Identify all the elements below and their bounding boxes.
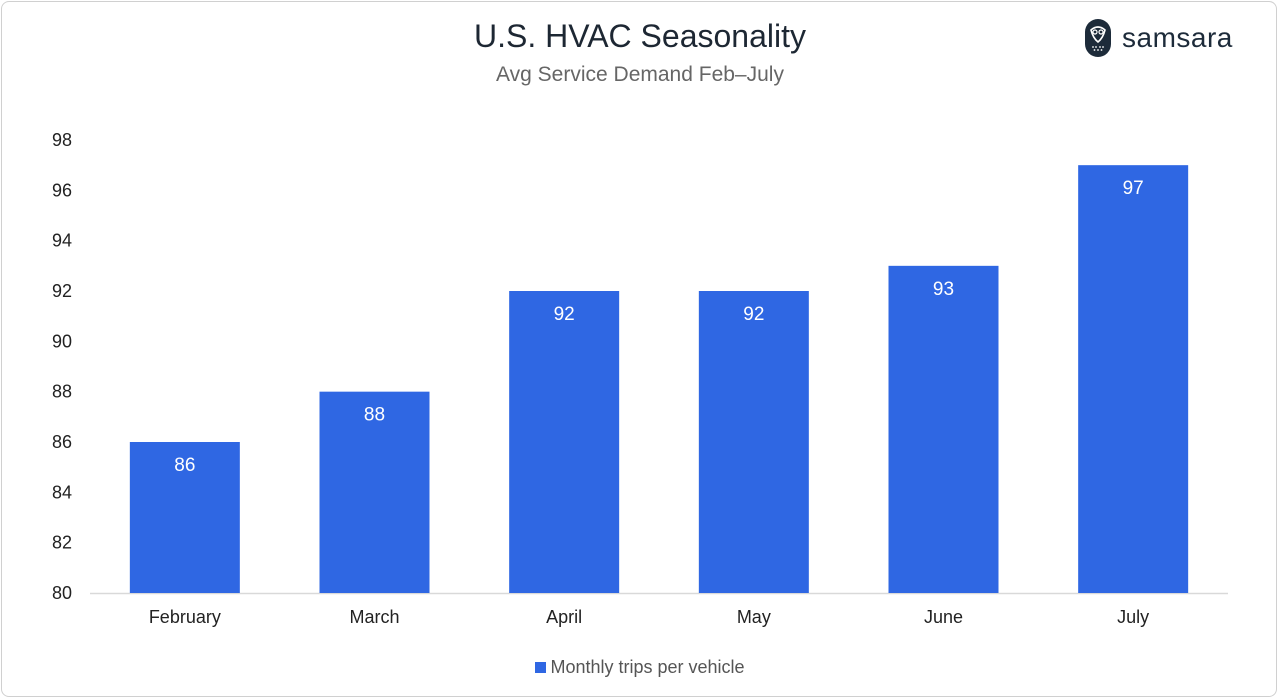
y-tick-label: 86 [52, 432, 72, 452]
legend-swatch [535, 662, 547, 673]
x-tick-label: July [1117, 607, 1149, 627]
y-tick-label: 88 [52, 382, 72, 402]
y-tick-label: 98 [52, 130, 72, 150]
data-label: 92 [554, 304, 575, 325]
data-label: 93 [933, 279, 954, 300]
x-tick-label: June [924, 607, 963, 627]
data-label: 97 [1123, 178, 1144, 199]
y-tick-label: 82 [52, 533, 72, 553]
x-tick-label: April [546, 607, 582, 627]
x-tick-label: February [149, 607, 221, 627]
chart-title: U.S. HVAC Seasonality [474, 18, 806, 54]
bar [1078, 165, 1189, 593]
y-tick-label: 84 [52, 482, 72, 502]
y-tick-label: 80 [52, 583, 72, 603]
y-tick-label: 94 [52, 231, 72, 251]
bar [698, 291, 809, 593]
legend: Monthly trips per vehicle [0, 657, 1280, 678]
bar [888, 265, 999, 593]
y-tick-label: 92 [52, 281, 72, 301]
x-tick-label: May [737, 607, 771, 627]
bar [509, 291, 620, 593]
data-label: 86 [174, 455, 195, 476]
legend-label: Monthly trips per vehicle [550, 657, 745, 677]
bar [319, 391, 430, 593]
samsara-logo: samsara [1084, 18, 1233, 58]
logo-text: samsara [1122, 22, 1233, 53]
y-tick-label: 96 [52, 180, 72, 200]
data-label: 88 [364, 405, 385, 426]
data-label: 92 [743, 304, 764, 325]
x-tick-label: March [349, 607, 399, 627]
chart-subtitle: Avg Service Demand Feb–July [496, 63, 784, 86]
bar [129, 442, 240, 593]
y-tick-label: 90 [52, 331, 72, 351]
owl-logo-icon [1085, 19, 1111, 57]
